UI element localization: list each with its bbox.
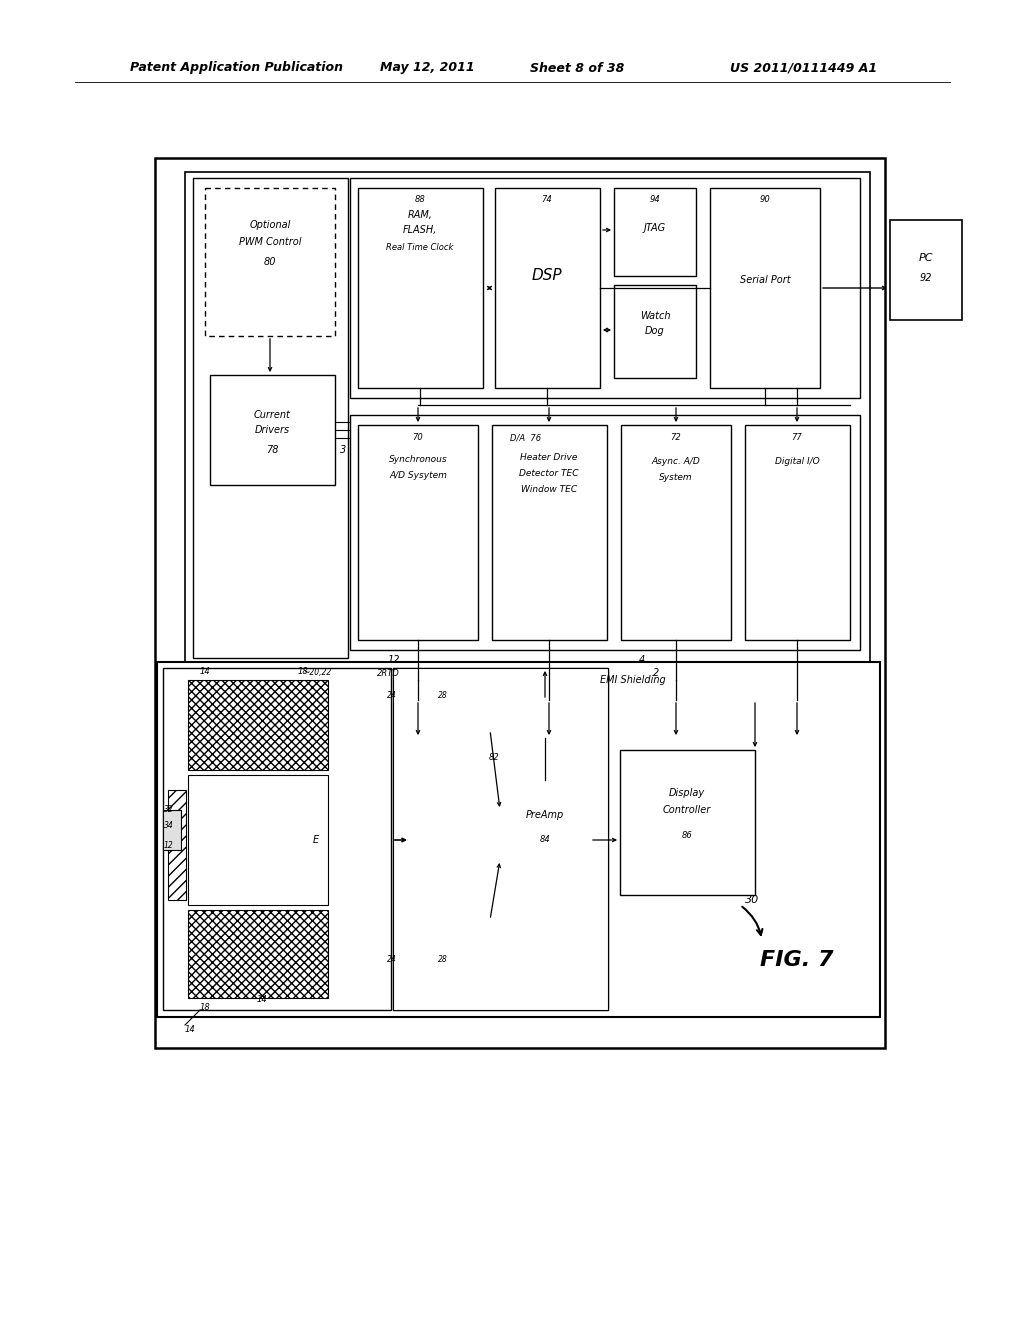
Text: ~20,22: ~20,22 xyxy=(303,668,331,676)
Text: Sheet 8 of 38: Sheet 8 of 38 xyxy=(530,62,625,74)
Text: 24: 24 xyxy=(387,956,397,965)
Bar xyxy=(358,425,478,640)
Text: Digital I/O: Digital I/O xyxy=(774,458,819,466)
Text: 88: 88 xyxy=(415,195,425,205)
Text: Current: Current xyxy=(254,411,291,420)
Text: 74: 74 xyxy=(542,195,552,205)
Text: 18: 18 xyxy=(298,668,309,676)
Text: 28: 28 xyxy=(438,956,449,965)
Bar xyxy=(614,187,696,276)
Text: Detector TEC: Detector TEC xyxy=(519,470,579,479)
Text: 92: 92 xyxy=(920,273,932,282)
Bar xyxy=(745,425,850,640)
Text: FLASH,: FLASH, xyxy=(402,224,437,235)
Bar xyxy=(621,425,731,640)
Text: 32: 32 xyxy=(164,805,174,814)
Text: PWM Control: PWM Control xyxy=(239,238,301,247)
Text: Patent Application Publication: Patent Application Publication xyxy=(130,62,343,74)
Text: 3: 3 xyxy=(340,445,346,455)
Text: Display: Display xyxy=(669,788,706,799)
Bar xyxy=(157,663,880,1016)
Bar xyxy=(410,698,438,763)
Text: Drivers: Drivers xyxy=(254,425,290,436)
Bar xyxy=(193,178,348,657)
Text: 30: 30 xyxy=(745,895,759,906)
Bar xyxy=(358,187,483,388)
Bar xyxy=(350,414,860,649)
Bar xyxy=(185,172,870,663)
Bar xyxy=(188,909,328,998)
Text: 14: 14 xyxy=(184,1026,196,1035)
Text: 28: 28 xyxy=(438,690,449,700)
Bar xyxy=(163,810,181,850)
Text: Dog: Dog xyxy=(645,326,665,337)
Text: 34: 34 xyxy=(164,821,174,829)
Bar xyxy=(393,668,608,1010)
Text: 86: 86 xyxy=(682,830,692,840)
Text: 94: 94 xyxy=(649,195,660,205)
Bar xyxy=(620,750,755,895)
Bar xyxy=(495,187,600,388)
Text: PreAmp: PreAmp xyxy=(526,810,564,820)
Text: Synchronous: Synchronous xyxy=(389,455,447,465)
Text: PC: PC xyxy=(919,253,933,263)
Text: Window TEC: Window TEC xyxy=(521,486,578,495)
Text: 12: 12 xyxy=(164,841,174,850)
Text: May 12, 2011: May 12, 2011 xyxy=(380,62,475,74)
Text: JTAG: JTAG xyxy=(644,223,666,234)
Bar xyxy=(710,187,820,388)
Text: Watch: Watch xyxy=(640,312,671,321)
Text: DSP: DSP xyxy=(531,268,562,282)
Text: Heater Drive: Heater Drive xyxy=(520,454,578,462)
Text: 77: 77 xyxy=(792,433,803,442)
Text: Optional: Optional xyxy=(249,220,291,230)
Bar xyxy=(393,668,608,1010)
Bar xyxy=(188,775,328,906)
Bar xyxy=(450,884,490,950)
Bar xyxy=(890,220,962,319)
Bar xyxy=(500,780,590,900)
Text: 82: 82 xyxy=(488,754,500,763)
Text: 84: 84 xyxy=(540,836,550,845)
Text: 4: 4 xyxy=(639,655,645,665)
Text: EMI Shielding: EMI Shielding xyxy=(600,675,666,685)
Bar xyxy=(614,285,696,378)
Text: A/D Sysytem: A/D Sysytem xyxy=(389,471,446,480)
Text: 14: 14 xyxy=(256,995,267,1005)
Bar xyxy=(350,178,860,399)
Text: 2: 2 xyxy=(652,668,659,678)
Text: FIG. 7: FIG. 7 xyxy=(760,950,834,970)
Bar xyxy=(155,158,885,1048)
Text: 70: 70 xyxy=(413,433,423,442)
Bar xyxy=(163,668,391,1010)
Text: E: E xyxy=(313,836,319,845)
Text: 2RTD: 2RTD xyxy=(377,668,400,677)
Text: Async. A/D: Async. A/D xyxy=(651,458,700,466)
Bar xyxy=(188,680,328,770)
Text: RAM,: RAM, xyxy=(408,210,432,220)
Text: US 2011/0111449 A1: US 2011/0111449 A1 xyxy=(730,62,878,74)
Bar xyxy=(492,425,607,640)
Bar xyxy=(205,187,335,337)
Text: 14: 14 xyxy=(200,668,211,676)
Bar xyxy=(450,698,490,763)
Text: 12: 12 xyxy=(387,655,400,665)
Text: 90: 90 xyxy=(760,195,770,205)
Text: System: System xyxy=(659,474,693,483)
Text: 18: 18 xyxy=(200,1003,211,1012)
Text: 72: 72 xyxy=(671,433,681,442)
Bar xyxy=(210,375,335,484)
Text: Controller: Controller xyxy=(663,805,711,814)
Text: Serial Port: Serial Port xyxy=(739,275,791,285)
Text: 78: 78 xyxy=(266,445,279,455)
Bar xyxy=(410,884,438,950)
Text: D/A  76: D/A 76 xyxy=(510,433,541,442)
Bar xyxy=(168,789,186,900)
Text: 24: 24 xyxy=(387,690,397,700)
Text: 80: 80 xyxy=(264,257,276,267)
Text: Real Time Clock: Real Time Clock xyxy=(386,243,454,252)
